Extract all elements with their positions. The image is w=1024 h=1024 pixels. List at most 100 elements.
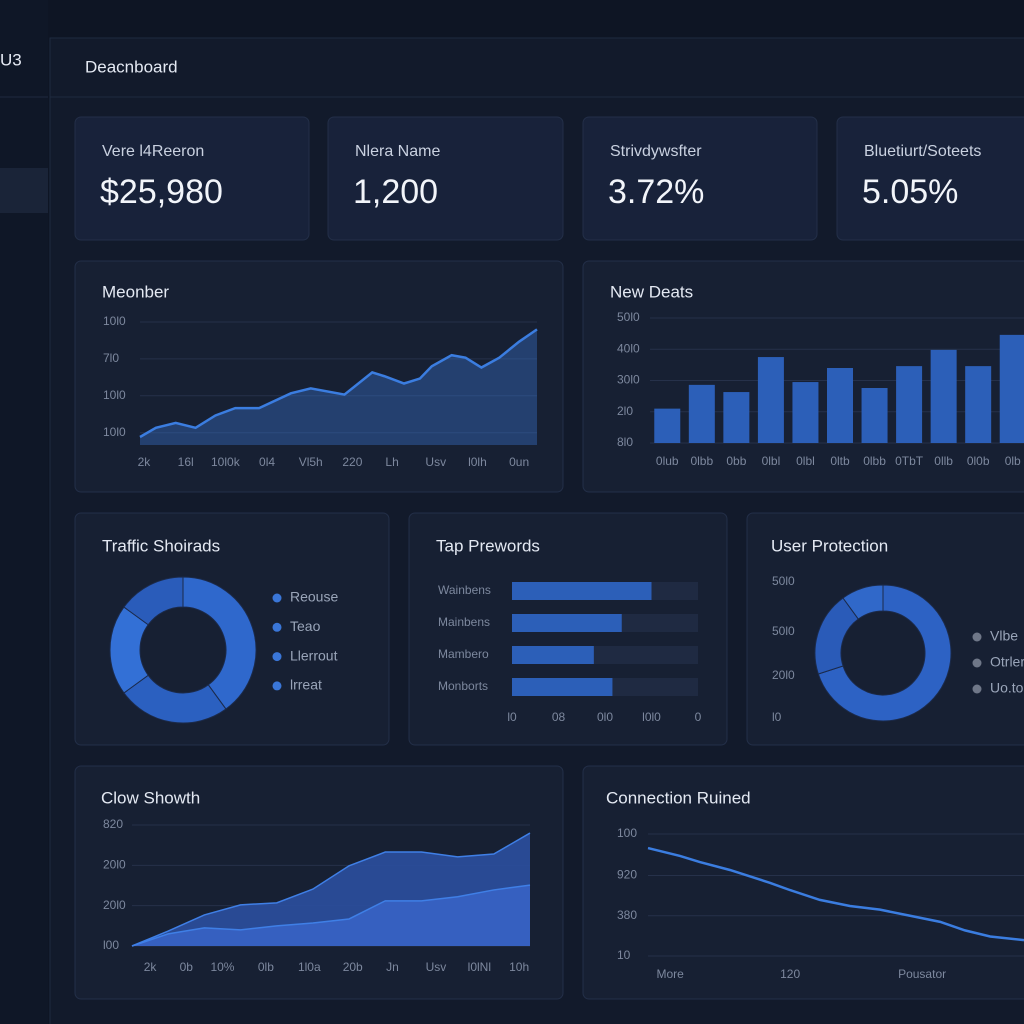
legend-marker (272, 652, 282, 662)
legend-marker (272, 681, 282, 691)
sidebar-active-item[interactable] (0, 168, 48, 213)
donut-segment (817, 584, 952, 722)
axis-label: 50l0 (772, 624, 795, 638)
donut-segment (842, 584, 884, 620)
y-tick-label: 20l0 (103, 898, 126, 912)
kpi-value: $25,980 (100, 173, 223, 211)
legend-label: Teao (290, 618, 321, 634)
chart-title: New Deats (610, 282, 693, 301)
x-tick-label: 0l0b (967, 454, 990, 468)
x-tick-label: 10h (509, 960, 529, 974)
bar-label: Mainbens (438, 615, 490, 629)
legend-label: Vlbe (990, 628, 1018, 644)
x-tick-label: 08 (552, 710, 566, 724)
bar (965, 366, 992, 443)
legend-marker (972, 684, 982, 694)
axis-label: 20l0 (772, 668, 795, 682)
legend-label: lrreat (290, 677, 322, 693)
chart-card (74, 260, 564, 493)
x-tick-label: Jn (386, 960, 399, 974)
x-tick-label: l0 (507, 710, 517, 724)
line (131, 832, 531, 947)
legend-label: Reouse (290, 589, 338, 605)
x-tick-label: 2k (144, 960, 158, 974)
x-tick-label: 20b (343, 960, 363, 974)
line (139, 328, 538, 439)
header-title: Deacnboard (85, 57, 178, 76)
bar (861, 388, 888, 443)
kpi-card (327, 116, 564, 241)
x-tick-label: 0lb (1005, 454, 1021, 468)
bar (757, 357, 784, 443)
x-tick-label: Usv (425, 455, 446, 469)
y-tick-label: 8l0 (617, 435, 633, 449)
kpi-card (582, 116, 818, 241)
x-tick-label: 0lub (656, 454, 679, 468)
y-tick-label: 10 (617, 948, 631, 962)
bar (930, 349, 957, 443)
x-tick-label: Usv (426, 960, 447, 974)
chart-card (746, 512, 1024, 746)
legend-label: Uo.to (990, 680, 1024, 696)
donut-segment (123, 576, 184, 626)
kpi-value: 3.72% (608, 173, 704, 211)
y-tick-label: 380 (617, 908, 637, 922)
legend-marker (972, 632, 982, 642)
x-tick-label: 0l4 (259, 455, 275, 469)
chart-card (582, 765, 1024, 1000)
x-tick-label: 0TbT (895, 454, 924, 468)
x-tick-label: Vl5h (299, 455, 323, 469)
bar (512, 614, 622, 632)
bar (827, 368, 853, 443)
y-tick-label: 2l0 (617, 404, 633, 418)
chart-title: Meonber (102, 282, 169, 301)
x-tick-label: 120 (780, 967, 800, 981)
bar-label: Mambero (438, 647, 489, 661)
line (131, 884, 531, 947)
x-tick-label: 0lbl (796, 454, 815, 468)
x-tick-label: l0l0 (642, 710, 661, 724)
axis-label: 50l0 (772, 574, 795, 588)
bar (792, 382, 819, 443)
area-fill (140, 329, 537, 445)
y-tick-label: 10l0 (103, 425, 126, 439)
bar (512, 582, 652, 600)
chart-title: User Protection (771, 536, 888, 555)
x-tick-label: 2k (138, 455, 152, 469)
x-tick-label: 0lbb (690, 454, 713, 468)
kpi-card (74, 116, 310, 241)
legend-marker (272, 593, 282, 603)
x-tick-label: l0lNl (468, 960, 491, 974)
x-tick-label: 220 (342, 455, 362, 469)
x-tick-label: 0b (180, 960, 194, 974)
bar (512, 678, 613, 696)
legend-marker (972, 658, 982, 668)
chart-title: Connection Ruined (606, 788, 751, 807)
y-tick-label: 7l0 (103, 351, 119, 365)
chart-title: Clow Showth (101, 788, 200, 807)
y-tick-label: 40l0 (617, 341, 640, 355)
y-tick-label: 10l0 (103, 388, 126, 402)
donut-segment (182, 576, 257, 710)
bar (999, 334, 1024, 443)
x-tick-label: More (657, 967, 685, 981)
x-tick-label: 0l0 (597, 710, 613, 724)
y-tick-label: 100 (617, 826, 637, 840)
bar (654, 408, 681, 443)
x-tick-label: 0un (509, 455, 529, 469)
x-tick-label: 0bb (726, 454, 746, 468)
bar (896, 366, 923, 443)
chart-title: Traffic Shoirads (102, 536, 220, 555)
axis-label: l0 (772, 710, 782, 724)
bar-label: Monborts (438, 679, 488, 693)
chart-title: Tap Prewords (436, 536, 540, 555)
y-tick-label: 10l0 (103, 314, 126, 328)
bar (512, 646, 594, 664)
x-tick-label: l0lh (468, 455, 487, 469)
legend-label: Otrler (990, 654, 1024, 670)
kpi-value: 1,200 (353, 173, 438, 211)
kpi-label: Strivdywsfter (610, 143, 702, 160)
x-tick-label: 0lb (258, 960, 274, 974)
